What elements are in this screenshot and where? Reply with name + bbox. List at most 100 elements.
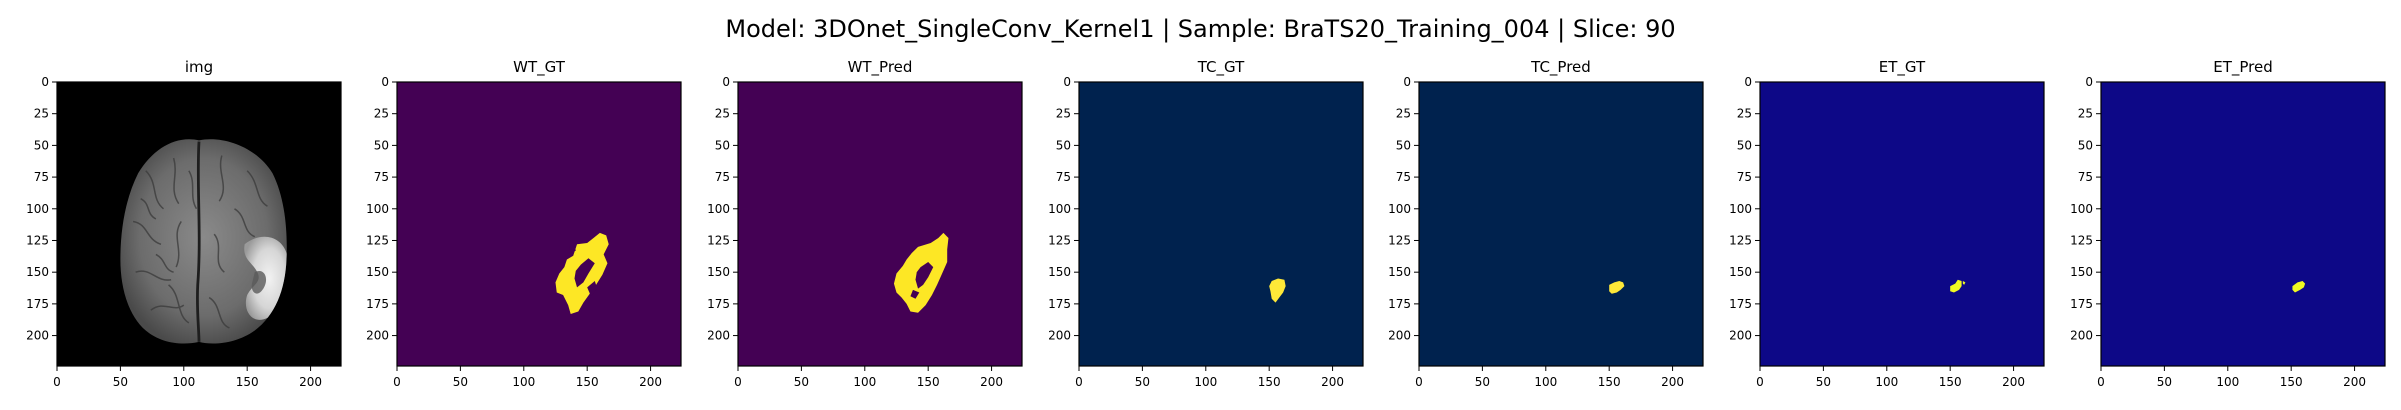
panel-wt-pred: WT_Pred 0 50 100 150 200 0 25 50 75 100 125 150 175 20… — [707, 58, 1023, 389]
panel-et-gt: ET_GT 0 50 100 150 200 0 25 50 75 100 125 150 175 200 — [1729, 58, 2045, 389]
y-tick-label: 25 — [715, 107, 730, 121]
y-tick-label: 25 — [2078, 107, 2093, 121]
y-tick-label: 175 — [1729, 297, 1752, 311]
x-tick-label: 150 — [1939, 375, 1962, 389]
y-tick-label: 0 — [1403, 75, 1411, 89]
x-tick-label: 150 — [2280, 375, 2303, 389]
mask-hole — [915, 262, 934, 289]
panel-tc-pred: TC_Pred 0 50 100 150 200 0 25 50 75 100 125 150 175 20… — [1388, 58, 1704, 389]
y-tick-label: 100 — [1729, 202, 1752, 216]
y-tick-label: 175 — [26, 297, 49, 311]
x-tick-label: 100 — [853, 375, 876, 389]
y-tick-label: 75 — [715, 170, 730, 184]
image-background — [1419, 82, 1703, 366]
panel-img: img 0 50 100 150 200 0 25 50 75 100 125 150 175 200 — [26, 58, 342, 389]
image-content — [1609, 281, 1625, 294]
axes-frame — [1759, 81, 2045, 367]
panel-title: WT_Pred — [848, 58, 913, 77]
y-tick-label: 75 — [1737, 170, 1752, 184]
y-tick-label: 75 — [1056, 170, 1071, 184]
y-tick-label: 150 — [26, 265, 49, 279]
y-tick-label: 125 — [707, 233, 730, 247]
mask-hole — [574, 258, 595, 288]
y-tick-label: 50 — [1396, 138, 1411, 152]
y-tick-label: 200 — [1388, 329, 1411, 343]
y-tick-label: 200 — [2070, 329, 2093, 343]
y-tick-label: 25 — [374, 107, 389, 121]
image-content — [893, 232, 949, 313]
y-tick-label: 100 — [707, 202, 730, 216]
panel-title: img — [185, 58, 213, 76]
x-tick-label: 100 — [1194, 375, 1217, 389]
x-tick-label: 50 — [453, 375, 468, 389]
mask-region — [1950, 279, 1962, 293]
x-tick-label: 50 — [1475, 375, 1490, 389]
y-tick-label: 200 — [366, 329, 389, 343]
mask-region — [2292, 281, 2306, 293]
y-tick-label: 50 — [1737, 138, 1752, 152]
y-tick-label: 125 — [1388, 233, 1411, 247]
y-tick-label: 0 — [2085, 75, 2093, 89]
image-background — [2101, 82, 2385, 366]
y-tick-label: 100 — [366, 202, 389, 216]
x-tick-label: 0 — [53, 375, 61, 389]
y-tick-label: 200 — [26, 329, 49, 343]
axes-frame — [56, 81, 342, 367]
x-tick-label: 150 — [917, 375, 940, 389]
lesion-hyperintensity — [244, 236, 287, 320]
y-tick-label: 200 — [1729, 329, 1752, 343]
y-tick-label: 150 — [707, 265, 730, 279]
panel-title: TC_Pred — [1530, 58, 1591, 77]
y-tick-label: 125 — [2070, 233, 2093, 247]
y-tick-label: 100 — [1388, 202, 1411, 216]
y-tick-label: 50 — [34, 138, 49, 152]
panel-title: TC_GT — [1197, 58, 1245, 77]
mask-region — [1609, 281, 1625, 294]
y-tick-label: 0 — [381, 75, 389, 89]
image-content — [1269, 278, 1286, 303]
x-tick-label: 200 — [299, 375, 322, 389]
y-tick-label: 0 — [41, 75, 49, 89]
y-tick-label: 150 — [1729, 265, 1752, 279]
image-content — [2292, 281, 2306, 293]
y-tick-label: 175 — [366, 297, 389, 311]
y-tick-label: 150 — [366, 265, 389, 279]
y-tick-label: 125 — [1048, 233, 1071, 247]
x-tick-label: 50 — [2157, 375, 2172, 389]
y-tick-label: 25 — [1396, 107, 1411, 121]
y-tick-label: 175 — [1388, 297, 1411, 311]
x-tick-label: 0 — [2097, 375, 2105, 389]
y-tick-label: 100 — [1048, 202, 1071, 216]
panel-wt-gt: WT_GT 0 50 100 150 200 0 25 50 75 100 125 150 175 200 — [366, 58, 682, 389]
axes-frame — [737, 81, 1023, 367]
x-tick-label: 50 — [794, 375, 809, 389]
mask-region — [1962, 281, 1966, 285]
x-tick-label: 50 — [1816, 375, 1831, 389]
y-tick-label: 150 — [2070, 265, 2093, 279]
y-tick-label: 0 — [722, 75, 730, 89]
y-tick-label: 25 — [1056, 107, 1071, 121]
x-tick-label: 100 — [1875, 375, 1898, 389]
y-tick-label: 175 — [1048, 297, 1071, 311]
y-tick-label: 100 — [2070, 202, 2093, 216]
mask-hole — [910, 289, 920, 299]
brain-tissue — [120, 139, 287, 344]
image-background — [397, 82, 681, 366]
x-tick-label: 0 — [1756, 375, 1764, 389]
x-tick-label: 150 — [236, 375, 259, 389]
y-tick-label: 50 — [715, 138, 730, 152]
x-tick-label: 0 — [393, 375, 401, 389]
axes-frame — [396, 81, 682, 367]
x-tick-label: 50 — [113, 375, 128, 389]
y-tick-label: 125 — [1729, 233, 1752, 247]
x-tick-label: 150 — [576, 375, 599, 389]
y-tick-label: 200 — [707, 329, 730, 343]
x-tick-label: 200 — [2002, 375, 2025, 389]
x-tick-label: 100 — [172, 375, 195, 389]
y-tick-label: 75 — [2078, 170, 2093, 184]
mask-region — [1269, 278, 1286, 303]
y-tick-label: 150 — [1388, 265, 1411, 279]
x-tick-label: 200 — [1321, 375, 1344, 389]
x-tick-label: 150 — [1598, 375, 1621, 389]
